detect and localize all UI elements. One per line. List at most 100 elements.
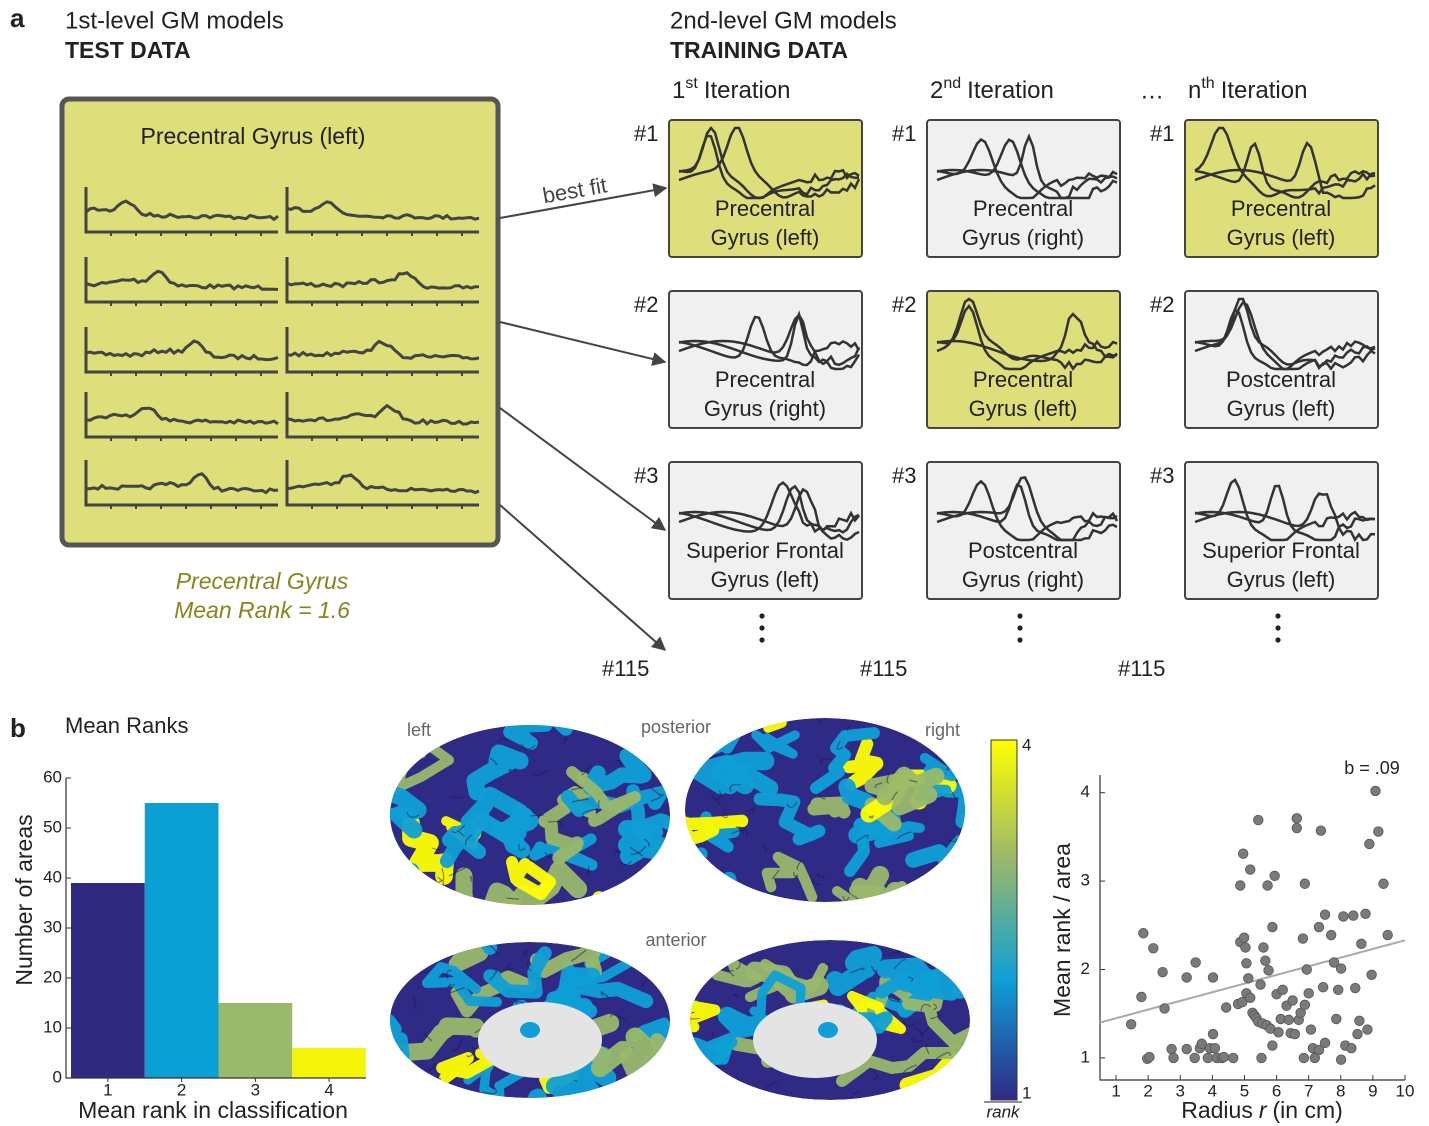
mini-trace [286,339,480,361]
y-tick-label: 60 [43,767,62,786]
brain-sulcus [498,738,509,743]
brain-sulcus [891,791,899,801]
brain-sulcus [946,760,954,771]
brain-sulcus [728,969,735,977]
scatter-point [1301,964,1312,975]
brain-region [566,766,641,827]
cell-trace [1194,484,1376,542]
scatter-point [1238,932,1250,943]
scatter-point [1313,1044,1325,1056]
brain-region [455,867,522,905]
mini-axis [84,257,278,304]
brain-sulcus [451,824,466,834]
brain-region [490,804,539,850]
brain-sulcus [793,871,799,877]
scatter-point [1356,938,1367,950]
brain-sulcus [874,782,883,789]
brain-sulcus [520,743,536,750]
brain-sulcus [449,987,465,994]
brain-sulcus [735,826,748,837]
brain-sulcus [508,768,514,772]
brain-sulcus [950,790,957,800]
cell-trace [1194,478,1376,542]
scatter-point [1305,1024,1317,1035]
scatter-point [1338,911,1349,922]
scatter-point [1297,933,1309,944]
cell-label: Precentral [1231,196,1331,221]
brain-region [685,871,739,902]
brain-sulcus [506,897,520,900]
brain-sulcus [515,1000,525,1005]
mini-axis [285,392,479,439]
bar [144,803,219,1078]
scatter-point [1157,966,1168,978]
brain-sulcus [872,1069,878,1080]
scatter-point [1196,1038,1207,1049]
scatter-point [1295,1007,1306,1019]
brain-sulcus [715,735,731,740]
brain-sulcus [849,967,865,974]
mini-axis [285,460,479,507]
brain-sulcus [547,820,564,828]
scatter-point [1260,955,1271,966]
scatter-point [1325,929,1337,941]
cell-label: Gyrus (right) [962,567,1084,592]
scatter-point [1202,1052,1214,1064]
brain-sulcus [711,1031,714,1038]
arrow-label: best fit [541,172,609,208]
bar [71,883,145,1078]
brain-region [717,1006,787,1051]
x-axis-label-unit: (in cm) [1273,1097,1343,1123]
iteration-number: n [1188,77,1201,104]
cell-trace [936,138,1118,200]
arrow [499,504,667,651]
training-heading: 2nd-level GM models [670,7,897,34]
brain-midline-spot [818,1022,838,1038]
cell-label: Postcentral [968,538,1078,563]
scatter-point [1267,1040,1278,1051]
brain-region [390,1017,485,1062]
brain-sulcus [836,740,844,751]
x-tick-label: 8 [1336,1081,1345,1100]
rank-label: #1 [1150,121,1174,146]
axes [1099,775,1405,1081]
rank-label: #1 [892,121,916,146]
scatter-point [1348,910,1359,921]
cell-label: Precentral [973,196,1073,221]
chart-title: Mean Ranks [65,713,189,738]
cell-trace [678,484,860,534]
x-tick-label: 3 [1176,1081,1185,1100]
brain-sulcus [959,1093,964,1098]
brain-surface [685,718,965,902]
rank-label: #1 [634,121,658,146]
brain-region [617,819,670,866]
colorbar-tick-label: 4 [1022,735,1031,754]
continuation-dot [1017,625,1023,631]
iteration-number: 1 [672,77,685,104]
brain-region [842,737,884,791]
brain-sulcus [447,983,456,989]
training-subheading: TRAINING DATA [670,37,848,63]
test-heading: 1st-level GM models [65,7,284,34]
brain-region [685,814,749,846]
brain-region [753,792,826,846]
brain-region [390,773,427,839]
scatter-point [1245,992,1256,1003]
training-cell [926,119,1121,258]
test-subheading: TEST DATA [65,37,191,63]
brain-sulcus [643,838,650,848]
scatter-point [1235,880,1246,891]
x-tick-label: 4 [1208,1081,1217,1100]
cell-trace [936,297,1118,371]
panel-label: b [10,713,26,743]
mini-trace [86,472,279,495]
brain-region [390,942,440,967]
scatter-point [1267,921,1278,933]
test-box [59,96,501,548]
x-tick-label: 4 [324,1080,333,1099]
rank-label: #2 [892,292,916,317]
cell-label: Gyrus (left) [711,567,820,592]
scatter-point [1138,928,1149,939]
brain-region [650,1033,670,1095]
cell-label: Superior Frontal [686,538,844,563]
